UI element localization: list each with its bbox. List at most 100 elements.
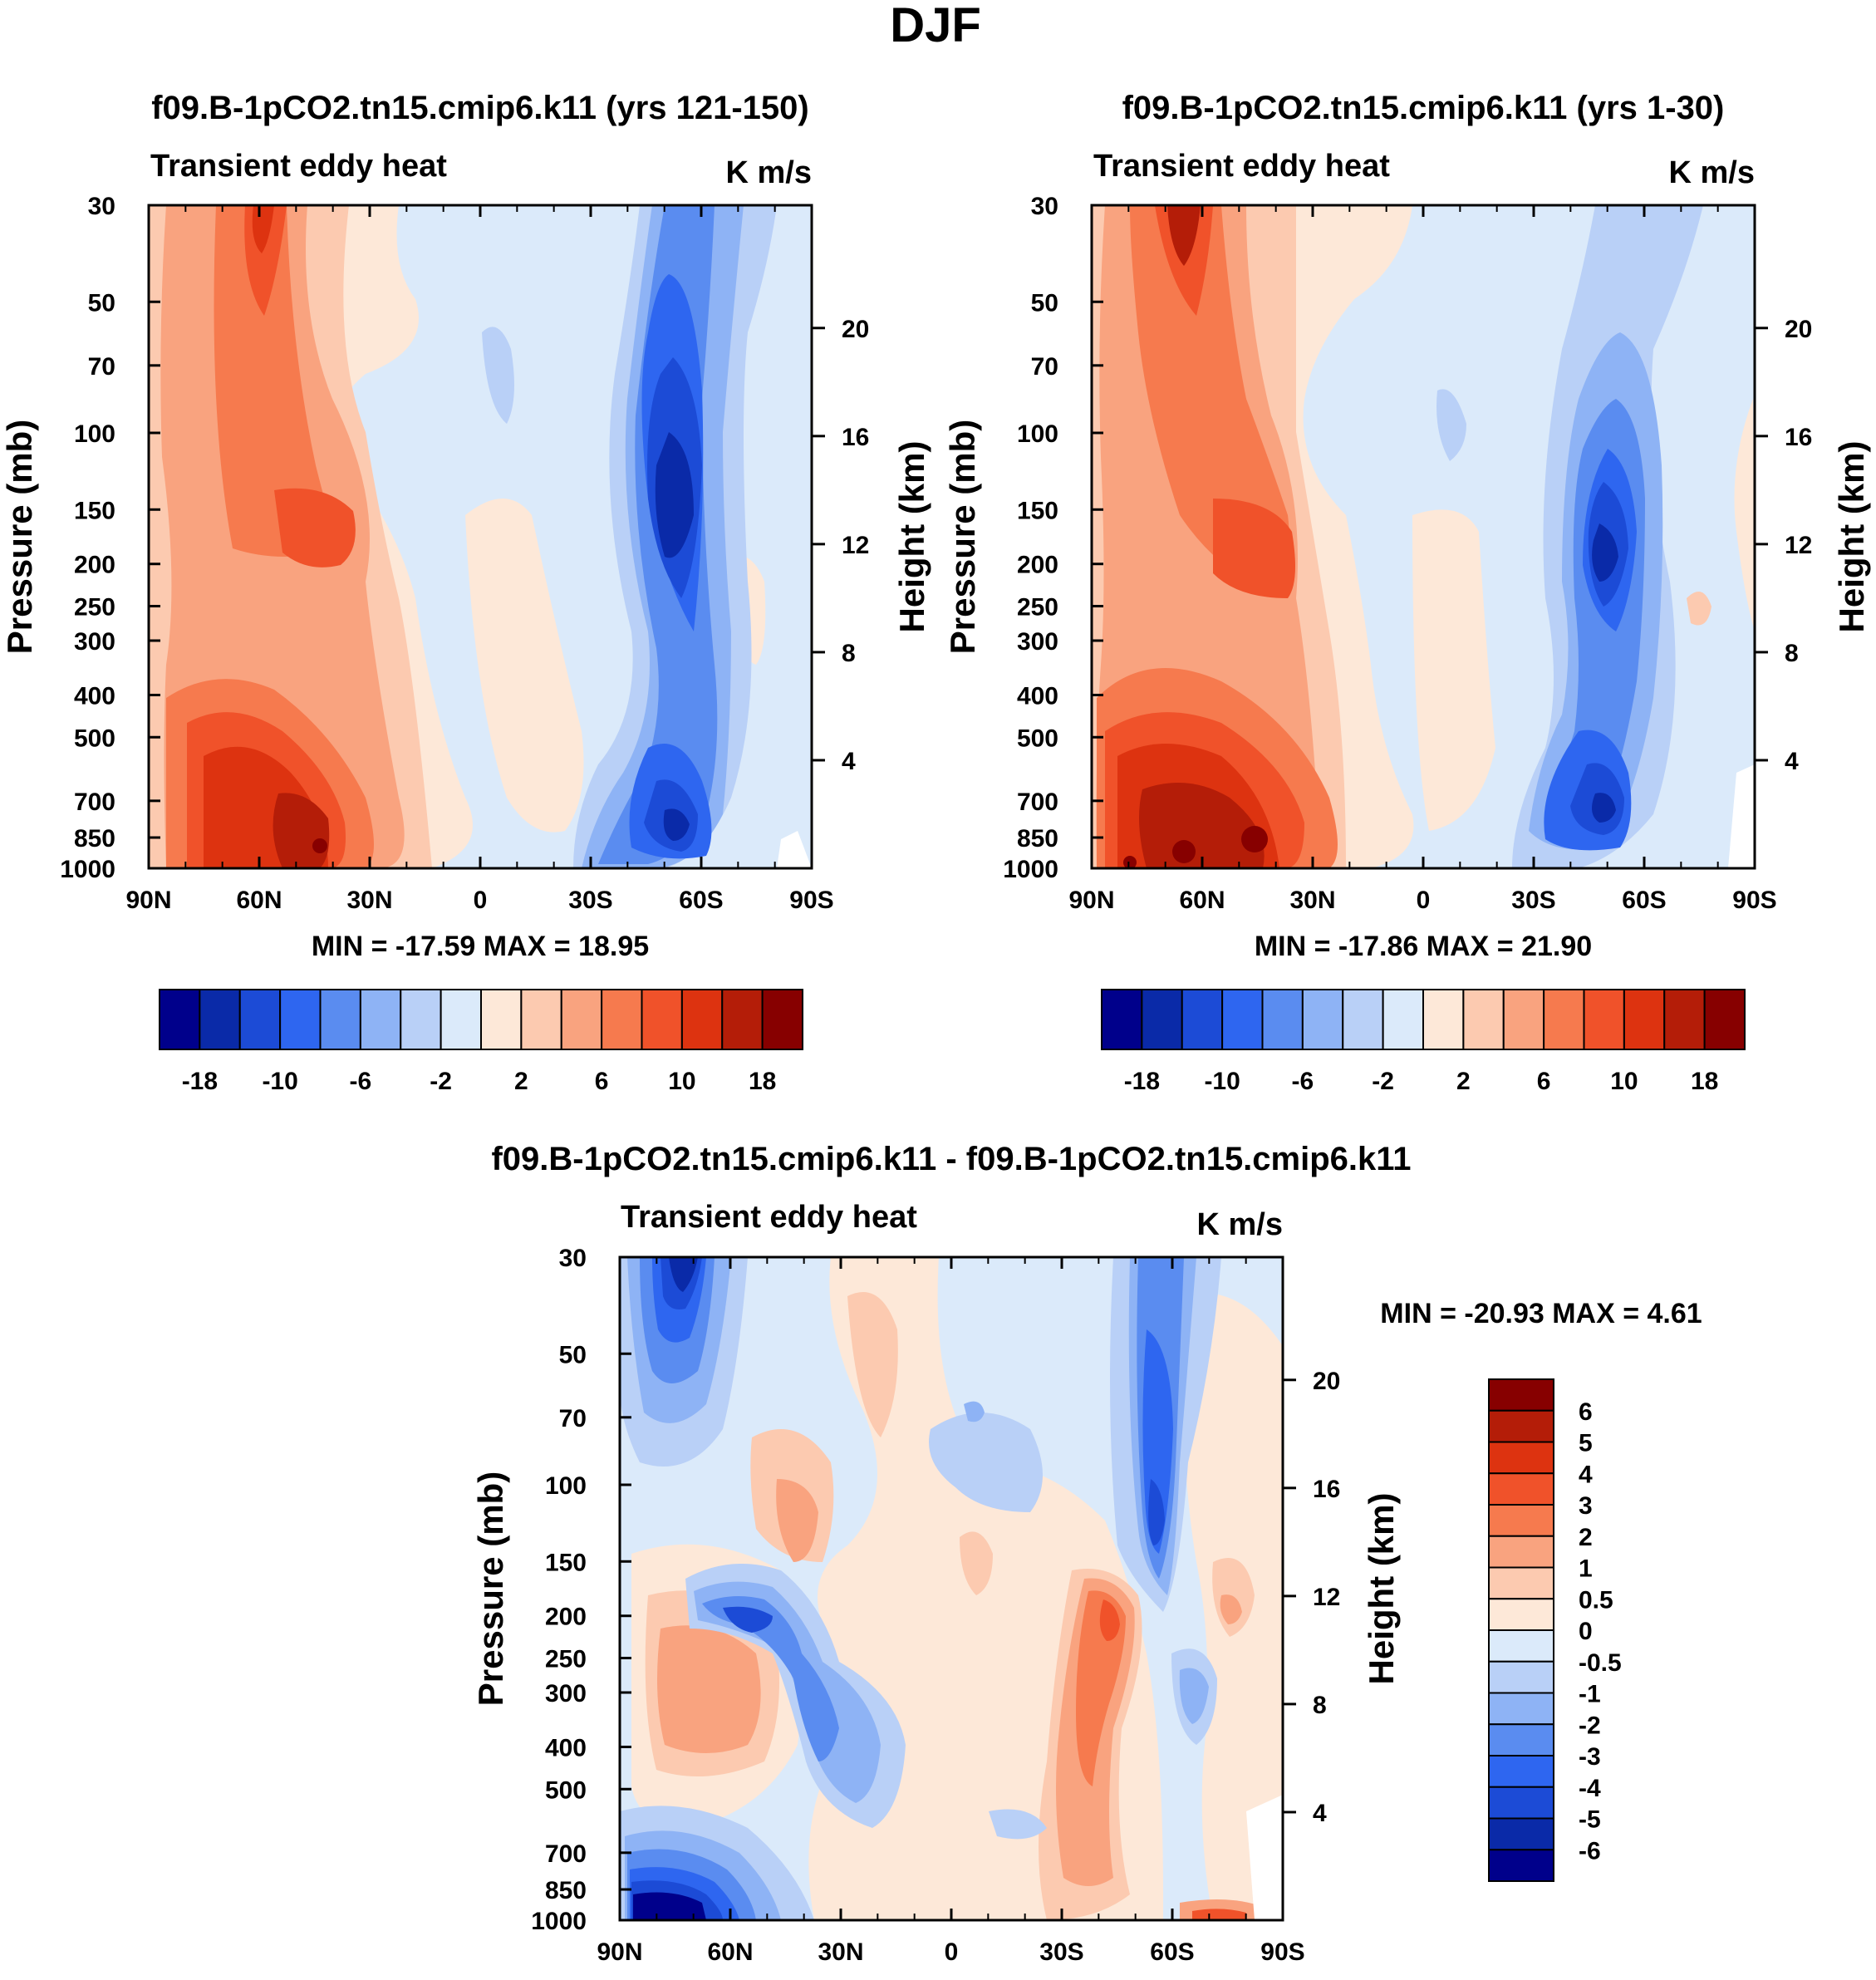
colorbar-box <box>1583 989 1625 1050</box>
y-tick-label: 30 <box>1031 193 1058 220</box>
colorbar-box <box>1488 1817 1554 1851</box>
y-tick-label: 200 <box>1017 552 1058 579</box>
colorbar-box <box>560 989 603 1050</box>
colorbar-box <box>1623 989 1666 1050</box>
colorbar-box <box>1488 1472 1554 1506</box>
x-tick-label: 90N <box>125 887 171 914</box>
x-tick-label: 60N <box>236 887 282 914</box>
y-tick-label: 400 <box>1017 682 1058 710</box>
y-tick-label: 1000 <box>60 856 115 883</box>
colorbar-box <box>319 989 361 1050</box>
colorbar-box <box>1181 989 1224 1050</box>
y2-tick-label: 4 <box>1313 1800 1327 1827</box>
colorbar-label: 6 <box>1579 1398 1593 1426</box>
colorbar-label: -10 <box>262 1068 297 1095</box>
colorbar-box <box>1488 1535 1554 1569</box>
colorbar-box <box>1488 1723 1554 1756</box>
y-tick-label: 500 <box>545 1776 587 1804</box>
colorbar-label: -18 <box>1124 1068 1160 1095</box>
colorbar-box <box>400 989 442 1050</box>
colorbar-box <box>1462 989 1505 1050</box>
panel-3-title: f09.B-1pCO2.tn15.cmip6.k11 - f09.B-1pCO2… <box>491 1141 1411 1177</box>
y-tick-label: 100 <box>1017 420 1058 448</box>
panel-1-title: f09.B-1pCO2.tn15.cmip6.k11 (yrs 121-150) <box>151 90 809 126</box>
panel-2-axes: 90N 60N 30N 0 30S 60S 90S 30 50 70 100 150 200 250 300… <box>1003 193 1812 914</box>
colorbar-box <box>641 989 683 1050</box>
colorbar-box <box>1261 989 1304 1050</box>
y-tick-label: 400 <box>74 682 115 710</box>
x-tick-label: 60S <box>1150 1938 1194 1966</box>
y-tick-label: 30 <box>88 193 115 220</box>
panel-2-minmax: MIN = -17.86 MAX = 21.90 <box>1255 931 1592 962</box>
y-tick-label: 500 <box>74 725 115 752</box>
x-tick-label: 0 <box>474 887 488 914</box>
panel-2-units: K m/s <box>1669 155 1755 190</box>
colorbar-box <box>359 989 402 1050</box>
y2-tick-label: 4 <box>1785 748 1799 775</box>
colorbar-box <box>1488 1378 1554 1412</box>
y2-tick-label: 16 <box>842 424 869 451</box>
colorbar-box <box>1141 989 1183 1050</box>
y-tick-label: 850 <box>1017 825 1058 852</box>
y-tick-label: 70 <box>1031 353 1058 381</box>
colorbar-box <box>1663 989 1706 1050</box>
colorbar-label: -6 <box>1292 1068 1314 1095</box>
x-tick-label: 60S <box>1622 887 1666 914</box>
y-tick-label: 50 <box>88 289 115 317</box>
panel-1-colorbar: -18 -10 -6 -2 2 6 10 18 <box>159 989 803 1095</box>
panel-2-left-string: Transient eddy heat <box>1093 149 1390 184</box>
colorbar-label: 0.5 <box>1579 1586 1613 1614</box>
x-tick-label: 60N <box>707 1938 753 1966</box>
colorbar-label: 5 <box>1579 1430 1593 1457</box>
panel-3-minmax: MIN = -20.93 MAX = 4.61 <box>1380 1298 1702 1329</box>
colorbar-box <box>1488 1660 1554 1694</box>
colorbar-label: -1 <box>1579 1681 1601 1708</box>
panel-1-y-label: Pressure (mb) <box>0 420 39 654</box>
x-tick-label: 0 <box>945 1938 959 1966</box>
figure-title: DJF <box>890 0 981 52</box>
x-tick-label: 90N <box>1068 887 1114 914</box>
y-tick-label: 400 <box>545 1734 587 1761</box>
colorbar-label: 0 <box>1579 1618 1593 1645</box>
y-tick-label: 200 <box>545 1604 587 1631</box>
colorbar-box <box>1422 989 1465 1050</box>
y-tick-label: 100 <box>74 420 115 448</box>
colorbar-box <box>721 989 764 1050</box>
y-tick-label: 1000 <box>531 1908 587 1935</box>
colorbar-label: 18 <box>1691 1068 1718 1095</box>
y-tick-label: 150 <box>545 1549 587 1576</box>
panel-3-left-string: Transient eddy heat <box>621 1200 917 1235</box>
colorbar-label: -18 <box>182 1068 218 1095</box>
colorbar-box <box>279 989 322 1050</box>
colorbar-box <box>1301 989 1344 1050</box>
colorbar-label: -0.5 <box>1579 1649 1622 1677</box>
y-tick-label: 30 <box>559 1245 587 1272</box>
colorbar-box <box>1488 1441 1554 1475</box>
y-tick-label: 100 <box>545 1472 587 1500</box>
y-tick-label: 300 <box>74 628 115 656</box>
y2-tick-label: 20 <box>842 316 869 343</box>
panel-3: f09.B-1pCO2.tn15.cmip6.k11 - f09.B-1pCO2… <box>471 1141 1702 1966</box>
colorbar-label: 6 <box>1537 1068 1551 1095</box>
panel-3-colorbar: 6 5 4 3 2 1 0.5 0 -0.5 -1 -2 -3 -4 -5 -6 <box>1488 1378 1622 1882</box>
y-tick-label: 50 <box>1031 289 1058 317</box>
colorbar-box <box>1342 989 1384 1050</box>
panel-1-left-string: Transient eddy heat <box>150 149 447 184</box>
x-tick-label: 60N <box>1179 887 1225 914</box>
y2-tick-label: 20 <box>1313 1368 1340 1395</box>
colorbar-box <box>1488 1849 1554 1882</box>
y-tick-label: 700 <box>74 789 115 816</box>
colorbar-box <box>1488 1409 1554 1443</box>
x-tick-label: 0 <box>1417 887 1431 914</box>
colorbar-box <box>1488 1755 1554 1788</box>
colorbar-label: -5 <box>1579 1806 1601 1834</box>
panel-3-contour-field <box>620 1257 1283 1920</box>
colorbar-box <box>1502 989 1545 1050</box>
y2-tick-label: 16 <box>1313 1476 1340 1503</box>
colorbar-label: 1 <box>1579 1555 1593 1583</box>
colorbar-box <box>1101 989 1143 1050</box>
colorbar-box <box>1543 989 1585 1050</box>
y-tick-label: 500 <box>1017 725 1058 752</box>
y-tick-label: 70 <box>559 1405 587 1432</box>
colorbar-label: 3 <box>1579 1492 1593 1520</box>
